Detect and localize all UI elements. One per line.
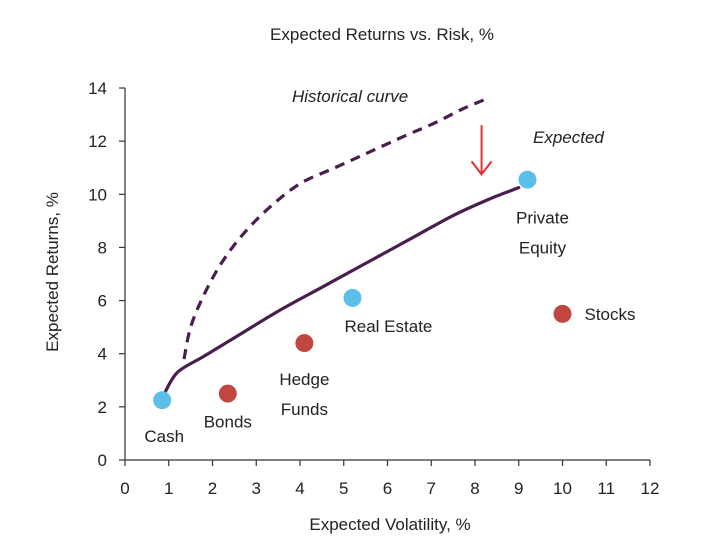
y-tick-label: 12 — [88, 132, 107, 151]
x-tick-label: 7 — [427, 479, 436, 498]
point-label-hedge-funds: Hedge Funds — [279, 370, 329, 419]
x-tick-label: 11 — [597, 479, 615, 498]
y-tick-label: 14 — [88, 79, 107, 98]
point-label-stocks: Stocks — [585, 305, 636, 324]
point-label-line: Real Estate — [345, 317, 433, 336]
x-tick-label: 3 — [252, 479, 261, 498]
x-tick-label: 6 — [383, 479, 392, 498]
point-label-line: Equity — [519, 239, 567, 258]
point-label-line: Hedge — [279, 370, 329, 389]
x-tick-label: 1 — [164, 479, 173, 498]
point-label-real-estate: Real Estate — [345, 317, 433, 336]
point-labels: Cash Bonds Hedge Funds Real Estate Private Equ… — [144, 209, 635, 447]
expected-curve-label: Expected — [533, 128, 604, 147]
data-point-cash — [153, 391, 172, 410]
data-point-real-estate — [343, 288, 362, 307]
x-tick-label: 8 — [470, 479, 479, 498]
point-label-line: Funds — [281, 400, 328, 419]
data-point-private-equity — [518, 170, 537, 189]
point-label-line: Private — [516, 209, 569, 228]
x-axis-title: Expected Volatility, % — [309, 515, 470, 534]
expected-curve-line — [162, 186, 521, 396]
shift-arrow-head — [470, 160, 493, 176]
chart-title: Expected Returns vs. Risk, % — [270, 25, 494, 44]
data-point-hedge-funds — [295, 334, 314, 353]
point-label-bonds: Bonds — [204, 413, 252, 432]
x-tick-label: 4 — [295, 479, 304, 498]
y-tick-label: 10 — [88, 185, 107, 204]
historical-curve-line — [182, 98, 485, 360]
point-label-line: Cash — [144, 427, 184, 446]
x-tick-label: 0 — [120, 479, 129, 498]
x-tick-label: 12 — [641, 479, 660, 498]
y-axis-title: Expected Returns, % — [43, 192, 62, 352]
data-point-stocks — [553, 304, 572, 323]
point-label-cash: Cash — [144, 427, 184, 446]
point-label-line: Stocks — [585, 305, 636, 324]
y-tick-label: 6 — [98, 292, 107, 311]
x-tick-label: 10 — [553, 479, 572, 498]
x-tick-label: 9 — [514, 479, 523, 498]
historical-curve-label: Historical curve — [292, 87, 408, 106]
x-tick-label: 2 — [208, 479, 217, 498]
y-tick-label: 4 — [98, 345, 107, 364]
point-label-line: Bonds — [204, 413, 252, 432]
data-points — [153, 170, 572, 410]
y-tick-label: 2 — [98, 398, 107, 417]
y-tick-label: 0 — [98, 451, 107, 470]
y-tick-label: 8 — [98, 238, 107, 257]
point-label-private-equity: Private Equity — [516, 209, 569, 258]
data-point-bonds — [218, 384, 237, 403]
x-tick-label: 5 — [339, 479, 348, 498]
curves — [162, 98, 521, 396]
